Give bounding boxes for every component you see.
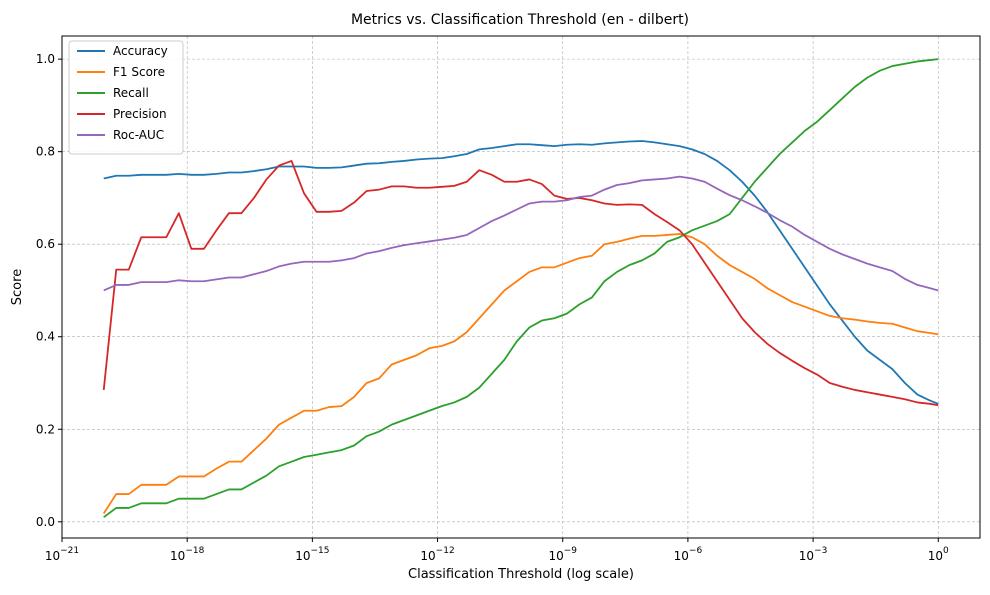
grid-lines xyxy=(61,36,980,538)
y-tick-label: 1.0 xyxy=(36,52,55,66)
x-axis-ticks: 10−21 10−18 10−15 10−12 10−9 10−6 10−3 100 xyxy=(45,538,949,563)
series-lines xyxy=(102,58,939,518)
legend-box xyxy=(68,40,184,155)
x-tick-label: 10−18 xyxy=(170,546,205,563)
chart-title: Metrics vs. Classification Threshold (en… xyxy=(351,12,689,28)
series-line-f1-score xyxy=(102,233,939,514)
y-tick-label: 0.0 xyxy=(36,515,55,529)
series-line-precision xyxy=(102,160,939,407)
legend-label: Accuracy xyxy=(113,44,168,58)
legend-label: Roc-AUC xyxy=(113,128,164,142)
legend-label: Precision xyxy=(113,107,167,121)
legend: Accuracy F1 Score Recall Precision Roc-AUC xyxy=(68,40,184,155)
plot-border xyxy=(61,35,981,539)
plot-area xyxy=(62,36,980,538)
series-line-recall xyxy=(103,58,939,518)
x-tick-label: 10−3 xyxy=(799,546,828,563)
x-tick-label: 10−15 xyxy=(295,546,329,563)
x-tick-label: 100 xyxy=(928,546,949,563)
series-line-accuracy xyxy=(103,140,939,405)
y-axis-label: Score xyxy=(10,269,25,305)
legend-label: Recall xyxy=(113,86,149,100)
x-tick-label: 10−9 xyxy=(548,546,577,563)
x-tick-label: 10−6 xyxy=(674,546,703,563)
y-tick-label: 0.6 xyxy=(36,237,55,251)
legend-label: F1 Score xyxy=(113,65,165,79)
y-tick-label: 0.4 xyxy=(36,330,55,344)
y-tick-label: 0.8 xyxy=(36,145,55,159)
y-tick-label: 0.2 xyxy=(36,422,55,436)
x-tick-label: 10−12 xyxy=(420,546,454,563)
y-axis-ticks: 0.0 0.2 0.4 0.6 0.8 1.0 xyxy=(36,52,62,529)
x-tick-label: 10−21 xyxy=(45,546,79,563)
series-line-roc-auc xyxy=(103,175,939,292)
x-axis-label: Classification Threshold (log scale) xyxy=(408,567,634,582)
